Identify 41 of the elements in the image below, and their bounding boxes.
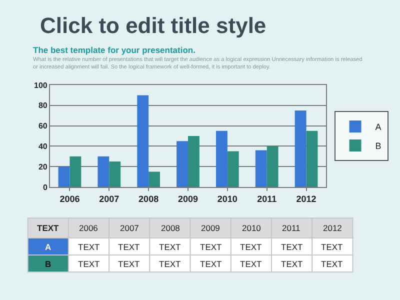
text: TEXT bbox=[321, 259, 343, 269]
text: TEXT bbox=[321, 242, 343, 252]
category-label: 2009 bbox=[201, 223, 220, 233]
text: TEXT bbox=[159, 259, 181, 269]
text: TEXT bbox=[240, 242, 262, 252]
text: TEXT bbox=[37, 223, 60, 233]
category-label: 2012 bbox=[323, 223, 342, 233]
y-tick-label: 60 bbox=[38, 122, 48, 131]
category-label: 2008 bbox=[161, 223, 180, 233]
x-tick-label: 2011 bbox=[257, 194, 277, 204]
category-label: 2011 bbox=[282, 223, 300, 233]
text: TEXT bbox=[78, 242, 100, 252]
y-tick-label: 20 bbox=[38, 162, 48, 172]
text: TEXT bbox=[281, 242, 303, 252]
category-label: 2006 bbox=[79, 223, 98, 233]
text: TEXT bbox=[159, 242, 181, 252]
text: TEXT bbox=[118, 259, 140, 269]
legend-label: B bbox=[375, 141, 382, 152]
y-tick-label: 0 bbox=[42, 182, 48, 192]
legend-label: A bbox=[375, 122, 382, 132]
y-tick-label: 80 bbox=[38, 101, 48, 110]
text: TEXT bbox=[281, 259, 303, 269]
text: A bbox=[45, 242, 52, 252]
chart-title: Click to edit title style bbox=[40, 13, 266, 38]
text: B bbox=[45, 259, 52, 269]
x-tick-label: 2012 bbox=[296, 194, 316, 204]
chart-subtitle: The best template for your presentation. bbox=[33, 45, 196, 55]
y-tick-label: 40 bbox=[38, 142, 48, 151]
x-tick-label: 2008 bbox=[138, 194, 159, 204]
x-tick-label: 2010 bbox=[217, 194, 238, 204]
text: TEXT bbox=[78, 259, 100, 269]
text: TEXT bbox=[200, 242, 222, 252]
text: TEXT bbox=[240, 259, 262, 269]
text: TEXT bbox=[200, 259, 222, 269]
category-label: 2010 bbox=[242, 223, 261, 233]
text: TEXT bbox=[118, 242, 140, 252]
x-tick-label: 2007 bbox=[99, 194, 120, 204]
category-label: 2007 bbox=[120, 223, 139, 233]
x-tick-label: 2009 bbox=[178, 194, 198, 204]
x-tick-label: 2006 bbox=[60, 194, 80, 204]
y-tick-label: 100 bbox=[34, 80, 48, 90]
